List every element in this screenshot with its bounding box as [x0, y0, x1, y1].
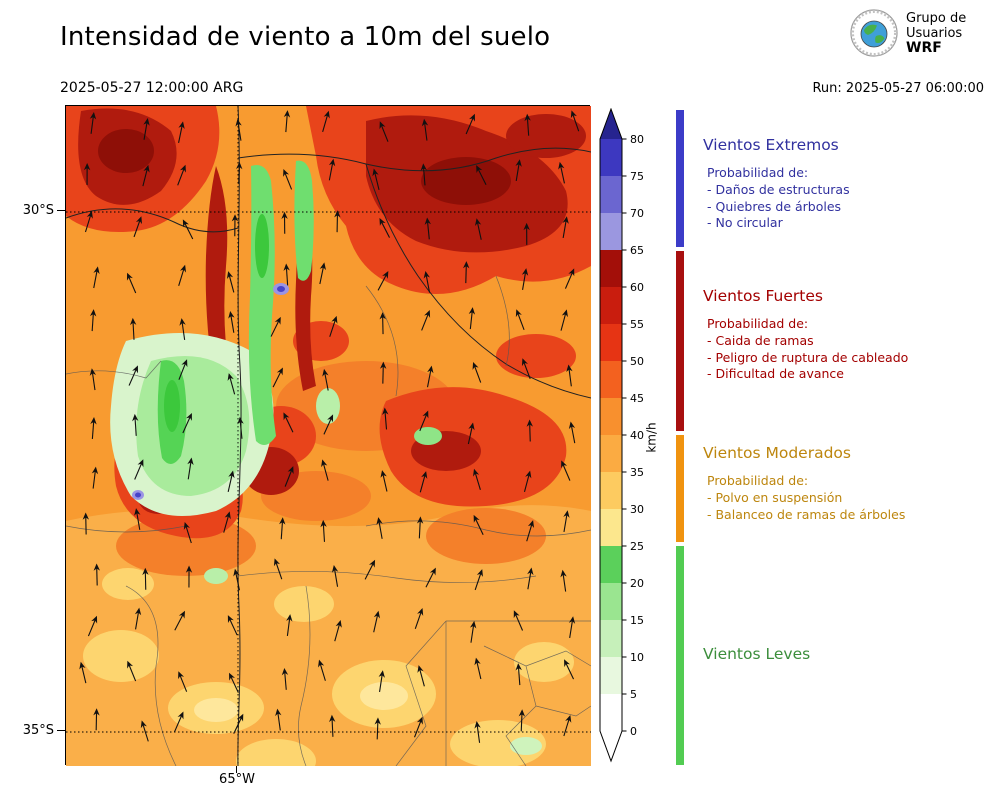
legend-extreme-winds: Vientos Extremos Probabilidad de: - Daño…: [703, 136, 988, 232]
run-time-label: Run: 2025-05-27 06:00:00: [812, 81, 984, 96]
legend-extreme-prob: Probabilidad de:: [707, 165, 809, 180]
svg-text:25: 25: [630, 540, 644, 553]
lon-tick-65w: [236, 766, 237, 773]
page-title: Intensidad de viento a 10m del suelo: [60, 22, 551, 52]
globe-icon: [850, 9, 898, 57]
small-green-patches: [204, 388, 542, 755]
legend-strong-title: Vientos Fuertes: [703, 287, 823, 305]
legend-strong-item: - Peligro de ruptura de cableado: [707, 349, 909, 365]
province-borders: [66, 106, 591, 766]
wind-barbs: [79, 110, 580, 743]
legend-moderate-prob: Probabilidad de:: [707, 473, 809, 488]
legend-moderate-winds: Vientos Moderados Probabilidad de: - Pol…: [703, 444, 988, 523]
lat-gridlines: [66, 106, 591, 766]
legend-extreme-title: Vientos Extremos: [703, 136, 839, 154]
category-bar-segment-3: [676, 546, 684, 765]
category-bar-segment-0: [676, 110, 684, 247]
lat-label-30s: 30°S: [22, 203, 54, 218]
wind-intensity-map: [65, 105, 591, 766]
logo-line-1: Grupo de: [906, 10, 967, 26]
valid-time-label: 2025-05-27 12:00:00 ARG: [60, 80, 244, 96]
wind-map-canvas: [66, 106, 591, 766]
logo-line-3: WRF: [906, 39, 942, 56]
svg-text:55: 55: [630, 318, 644, 331]
category-bar-segment-2: [676, 435, 684, 542]
svg-text:65: 65: [630, 244, 644, 257]
wind-category-bar: [676, 110, 684, 765]
svg-text:10: 10: [630, 651, 644, 664]
logo-line-2: Usuarios: [906, 25, 963, 41]
svg-text:50: 50: [630, 355, 644, 368]
colorbar-unit-label: km/h: [644, 422, 659, 453]
svg-text:5: 5: [630, 688, 637, 701]
legend-strong-prob: Probabilidad de:: [707, 316, 809, 331]
legend-extreme-item: - No circular: [707, 215, 783, 230]
lat-tick-30s: [57, 210, 65, 211]
lat-label-35s: 35°S: [22, 723, 54, 738]
svg-text:70: 70: [630, 207, 644, 220]
svg-text:60: 60: [630, 281, 644, 294]
legend-strong-item: - Dificultad de avance: [707, 366, 844, 381]
svg-text:35: 35: [630, 466, 644, 479]
svg-text:20: 20: [630, 577, 644, 590]
legend-extreme-item: - Quiebres de árboles: [707, 198, 842, 214]
legend-moderate-item: - Polvo en suspensión: [707, 490, 843, 505]
svg-text:45: 45: [630, 392, 644, 405]
category-bar-segment-1: [676, 251, 684, 431]
legend-moderate-item: - Balanceo de ramas de árboles: [707, 506, 906, 522]
extreme-wind-spots: [132, 283, 289, 500]
legend-light-winds: Vientos Leves: [703, 645, 988, 663]
pale-yellow-cores: [194, 682, 408, 722]
svg-text:15: 15: [630, 614, 644, 627]
svg-text:30: 30: [630, 503, 644, 516]
colorbar: 0 5 10 15 20 25 30 35 40 45 50 55 60 65 70 75 80: [599, 108, 644, 763]
svg-text:80: 80: [630, 133, 644, 146]
lon-label-65w: 65°W: [219, 772, 255, 787]
darkest-red-cores: [98, 129, 511, 205]
legend-moderate-title: Vientos Moderados: [703, 444, 851, 462]
lat-tick-35s: [57, 730, 65, 731]
svg-text:40: 40: [630, 429, 644, 442]
legend-strong-winds: Vientos Fuertes Probabilidad de: - Caida…: [703, 287, 988, 383]
bright-green-cores: [164, 214, 269, 432]
svg-text:75: 75: [630, 170, 644, 183]
legend-strong-item: - Caida de ramas: [707, 333, 814, 348]
wrf-user-group-logo: Grupo de Usuarios WRF: [850, 9, 966, 57]
dark-red-regions: [78, 108, 586, 514]
logo-text: Grupo de Usuarios WRF: [906, 11, 966, 56]
svg-text:0: 0: [630, 725, 637, 738]
legend-extreme-item: - Daños de estructuras: [707, 182, 850, 197]
legend-light-title: Vientos Leves: [703, 645, 811, 663]
